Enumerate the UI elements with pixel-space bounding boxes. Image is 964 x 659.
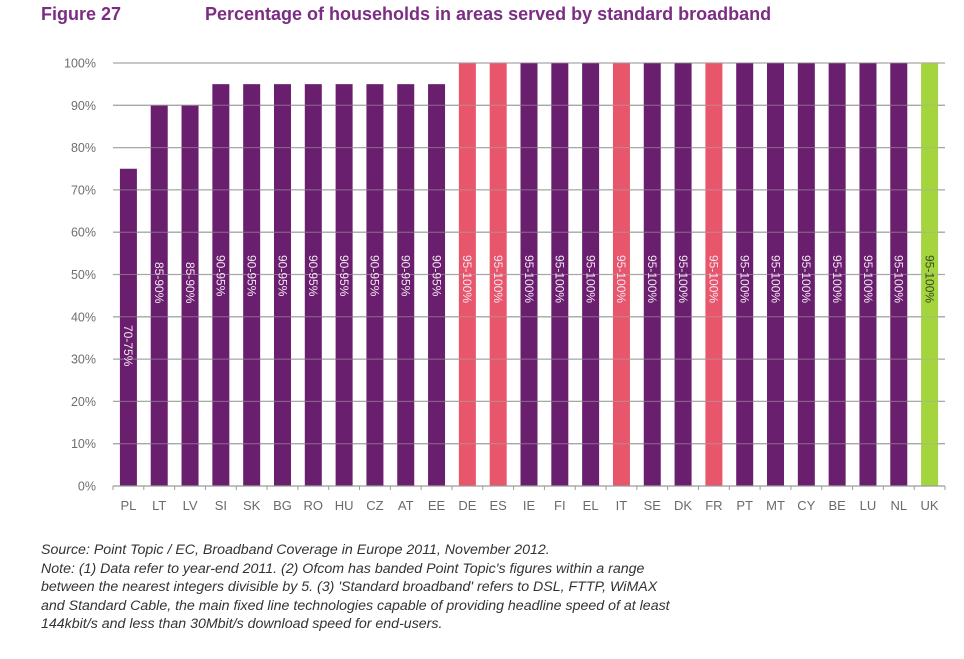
data-label: 95-100% [460, 255, 474, 303]
x-tick-label: IE [523, 498, 536, 513]
x-tick-label: BE [828, 498, 846, 513]
data-label: 95-100% [861, 255, 875, 303]
x-tick-label: LU [860, 498, 877, 513]
bar-lv [181, 105, 199, 487]
x-tick-label: CY [797, 498, 815, 513]
bar-sk [243, 84, 261, 487]
x-tick-label: NL [890, 498, 907, 513]
y-tick-label: 40% [71, 310, 96, 324]
data-label: 70-75% [121, 325, 135, 367]
data-label: 90-95% [337, 255, 351, 297]
x-tick-label: SK [243, 498, 261, 513]
data-label: 95-100% [707, 255, 721, 303]
figure-notes: Source: Point Topic / EC, Broadband Cove… [41, 541, 941, 634]
x-tick-label: LV [183, 498, 198, 513]
data-label: 90-95% [368, 255, 382, 297]
bar-ro [304, 84, 322, 487]
data-label: 95-100% [738, 255, 752, 303]
x-tick-label: MT [766, 498, 785, 513]
note-line: Note: (1) Data refer to year-end 2011. (… [41, 560, 645, 577]
data-label: 90-95% [306, 255, 320, 297]
gridlines-overlay [113, 62, 945, 445]
source-line: Source: Point Topic / EC, Broadband Cove… [41, 542, 550, 558]
data-label: 90-95% [275, 255, 289, 297]
x-tick-label: EE [428, 498, 446, 513]
data-label: 95-100% [922, 255, 936, 303]
data-label: 95-100% [676, 255, 690, 303]
x-tick-label: RO [304, 498, 324, 513]
x-tick-label: FR [705, 498, 722, 513]
x-tick-label: SI [215, 498, 227, 513]
data-label: 90-95% [429, 255, 443, 297]
y-axis-ticks: 0% 10% 20% 30% 40% 50% 60% 70% 80% 90% 100% [64, 57, 96, 494]
y-tick-label: 30% [71, 353, 96, 367]
x-tick-label: IT [616, 498, 628, 513]
bar-lt [150, 105, 168, 487]
x-axis [112, 485, 946, 490]
x-tick-label: PT [736, 498, 753, 513]
bar-labels: 70-75% 85-90% 85-90% 90-95% 90-95% 90-95% 90-9… [121, 255, 936, 367]
bar-ee [428, 84, 446, 487]
data-label: 95-100% [491, 255, 505, 303]
x-tick-label: HU [335, 498, 354, 513]
note-line: between the nearest integers divisible b… [41, 579, 658, 595]
data-label: 95-100% [799, 255, 813, 303]
note-line: and Standard Cable, the main fixed line … [41, 597, 670, 614]
x-tick-label: AT [398, 498, 414, 513]
data-label: 95-100% [614, 255, 628, 303]
data-label: 95-100% [583, 255, 597, 303]
data-label: 90-95% [399, 255, 413, 297]
data-label: 90-95% [214, 255, 228, 297]
data-label: 95-100% [553, 255, 567, 303]
x-tick-label: PL [120, 498, 136, 513]
x-tick-label: EL [583, 498, 599, 513]
x-tick-label: BG [273, 498, 292, 513]
data-label: 95-100% [645, 255, 659, 303]
y-tick-label: 80% [71, 141, 96, 155]
x-tick-label: DE [458, 498, 476, 513]
bar-chart: 0% 10% 20% 30% 40% 50% 60% 70% 80% 90% 100% 70-75%… [64, 57, 946, 513]
figure-title: Percentage of households in areas served… [205, 4, 772, 24]
figure-number: Figure 27 [41, 4, 122, 24]
y-tick-label: 0% [78, 480, 96, 494]
y-tick-label: 70% [71, 183, 96, 197]
bar-si [212, 84, 230, 487]
bar-bg [273, 84, 291, 487]
x-tick-label: FI [554, 498, 566, 513]
x-tick-label: UK [921, 498, 939, 513]
y-tick-label: 20% [71, 395, 96, 409]
data-label: 85-90% [183, 262, 197, 304]
y-tick-label: 90% [71, 99, 96, 113]
x-tick-label: SE [644, 498, 662, 513]
data-label: 95-100% [522, 255, 536, 303]
note-line: 144kbit/s and less than 30Mbit/s downloa… [41, 616, 443, 632]
y-tick-label: 50% [71, 268, 96, 282]
data-label: 95-100% [892, 255, 906, 303]
x-tick-label: DK [674, 498, 692, 513]
x-tick-label: ES [490, 498, 508, 513]
data-label: 95-100% [830, 255, 844, 303]
x-axis-ticks: PL LT LV SI SK BG RO HU CZ AT EE DE ES IE FI EL IT SE DK FR… [120, 498, 938, 513]
data-label: 85-90% [152, 262, 166, 304]
data-label: 90-95% [244, 255, 258, 297]
y-tick-label: 100% [64, 57, 96, 71]
bar-pl [119, 168, 137, 486]
bar-at [397, 84, 415, 487]
x-tick-label: CZ [366, 498, 383, 513]
y-tick-label: 10% [71, 437, 96, 451]
y-tick-label: 60% [71, 226, 96, 240]
data-label: 95-100% [768, 255, 782, 303]
bar-hu [335, 84, 353, 487]
x-tick-label: LT [152, 498, 166, 513]
bar-cz [366, 84, 384, 487]
